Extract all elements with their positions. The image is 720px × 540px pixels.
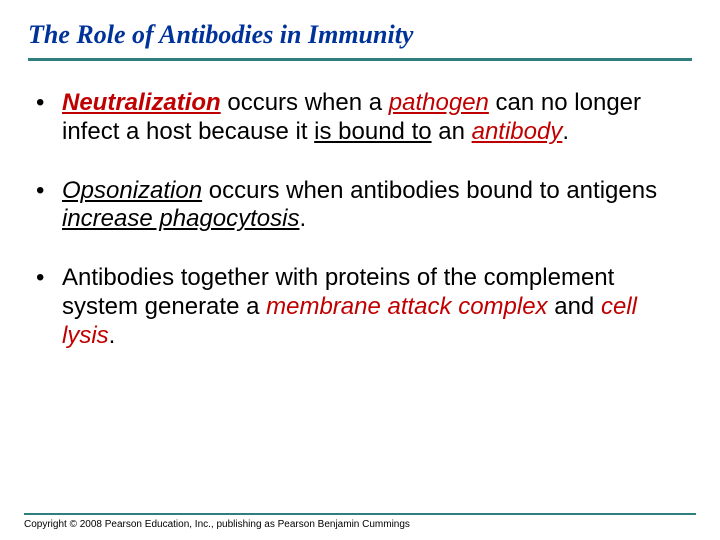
text-span: is bound to xyxy=(314,118,431,145)
title-underline xyxy=(28,58,692,61)
footer-rule xyxy=(24,513,696,515)
text-span: increase phagocytosis xyxy=(62,205,299,232)
text-span: occurs when antibodies bound to antigens xyxy=(202,177,657,204)
text-span: pathogen xyxy=(389,89,489,116)
text-span: antibody xyxy=(472,118,563,145)
text-span: Opsonization xyxy=(62,177,202,204)
text-span: an xyxy=(432,118,472,145)
text-span: . xyxy=(299,205,306,232)
text-span: occurs when a xyxy=(221,89,389,116)
bullet-item: Antibodies together with proteins of the… xyxy=(28,264,692,350)
bullet-item: Neutralization occurs when a pathogen ca… xyxy=(28,89,692,147)
bullet-item: Opsonization occurs when antibodies boun… xyxy=(28,177,692,235)
text-span: Neutralization xyxy=(62,89,221,116)
text-span: membrane attack complex xyxy=(266,293,547,320)
bullet-list: Neutralization occurs when a pathogen ca… xyxy=(28,89,692,351)
slide-title: The Role of Antibodies in Immunity xyxy=(28,20,692,50)
footer: Copyright © 2008 Pearson Education, Inc.… xyxy=(24,513,696,530)
text-span: . xyxy=(109,322,116,349)
text-span: . xyxy=(562,118,569,145)
text-span: and xyxy=(548,293,601,320)
copyright-text: Copyright © 2008 Pearson Education, Inc.… xyxy=(24,519,696,530)
